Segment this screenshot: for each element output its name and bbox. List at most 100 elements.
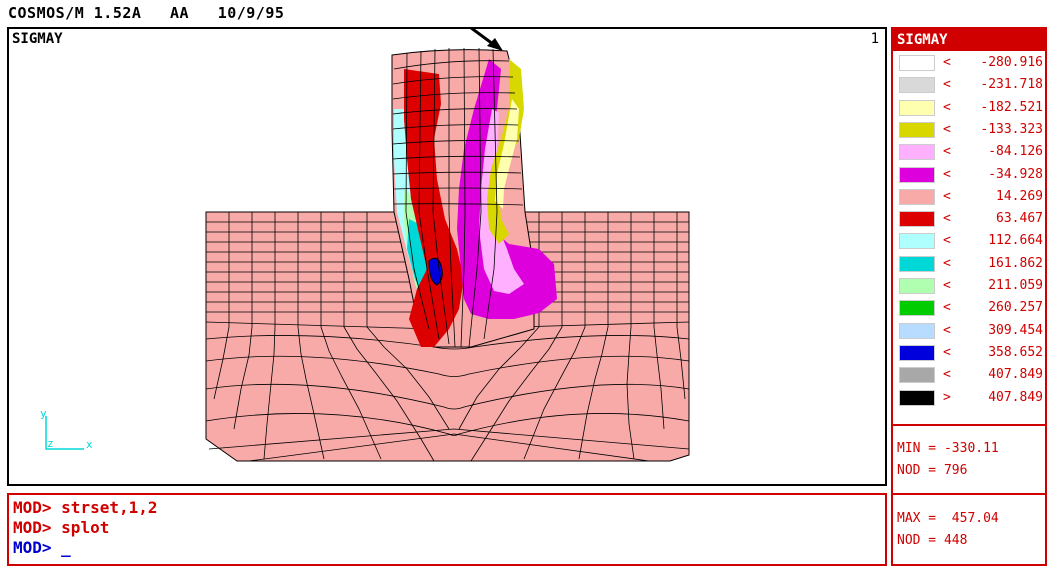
max-node: NOD = 448 xyxy=(897,533,968,548)
legend-comparator: < xyxy=(943,322,951,338)
console-active-prompt: MOD> xyxy=(13,538,52,557)
legend-entry: < -182.521 xyxy=(893,98,1045,120)
viewport-window-number: 1 xyxy=(870,31,879,47)
legend-comparator: < xyxy=(943,55,951,70)
stress-legend-panel: SIGMAY < -280.916 < -231.718 < -182.521 < -133.… xyxy=(891,27,1047,566)
legend-divider-1 xyxy=(893,424,1045,426)
legend-value: 358.652 xyxy=(988,344,1043,360)
app-version: COSMOS/M 1.52A xyxy=(8,4,142,22)
legend-value: 260.257 xyxy=(988,300,1043,316)
legend-comparator: < xyxy=(943,233,951,249)
legend-swatch xyxy=(899,188,935,205)
legend-entry: <309.454 xyxy=(893,321,1045,343)
legend-swatch xyxy=(899,166,935,183)
legend-value: -133.323 xyxy=(980,121,1043,137)
legend-value: 407.849 xyxy=(988,367,1043,383)
magenta-zone xyxy=(457,59,557,319)
legend-value: 14.269 xyxy=(996,188,1043,204)
legend-comparator: < xyxy=(943,121,951,137)
console-command: splot xyxy=(61,518,110,537)
legend-value: -280.916 xyxy=(980,55,1043,70)
console-line: MOD> splot xyxy=(13,518,109,537)
console-prompt: MOD> xyxy=(13,518,52,537)
legend-swatch xyxy=(899,389,935,406)
legend-entry: >407.849 xyxy=(893,388,1045,410)
light-yellow-zone xyxy=(495,99,519,209)
green-contour xyxy=(404,189,449,319)
min-value: MIN = -330.11 xyxy=(897,441,999,456)
legend-value: -182.521 xyxy=(980,99,1043,115)
legend-entry: <14.269 xyxy=(893,187,1045,209)
legend-swatch xyxy=(899,300,935,317)
legend-swatch xyxy=(899,144,935,161)
coordinate-triad xyxy=(45,416,84,450)
legend-comparator: < xyxy=(943,188,951,204)
stress-contour-plot[interactable]: y z x xyxy=(9,29,885,484)
console-command: strset,1,2 xyxy=(61,498,158,517)
command-console[interactable]: MOD> strset,1,2 MOD> splot MOD> _ xyxy=(7,493,887,566)
console-cursor[interactable]: _ xyxy=(61,538,71,557)
legend-comparator: < xyxy=(943,278,951,293)
legend-entry: <260.257 xyxy=(893,298,1045,320)
stress-concentration xyxy=(428,257,443,286)
legend-value: 161.862 xyxy=(988,255,1043,271)
user-initials: AA xyxy=(170,4,190,22)
legend-value: -231.718 xyxy=(980,77,1043,93)
legend-entry: < -34.928 xyxy=(893,165,1045,187)
legend-value: 309.454 xyxy=(988,322,1043,338)
legend-swatch xyxy=(899,255,935,272)
legend-entry: < -84.126 xyxy=(893,142,1045,164)
legend-comparator: < xyxy=(943,300,951,316)
neck-mesh xyxy=(391,47,557,348)
legend-comparator: < xyxy=(943,211,951,227)
legend-value: -84.126 xyxy=(988,144,1043,160)
legend-entry: <358.652 xyxy=(893,343,1045,365)
console-line: MOD> strset,1,2 xyxy=(13,498,158,517)
legend-swatch xyxy=(899,367,935,384)
legend-value: 63.467 xyxy=(996,211,1043,227)
legend-comparator: < xyxy=(943,166,951,182)
console-prompt: MOD> xyxy=(13,498,52,517)
legend-value: 112.664 xyxy=(988,233,1043,249)
legend-swatch xyxy=(899,77,935,94)
legend-swatch xyxy=(899,278,935,294)
viewport-plot-label: SIGMAY xyxy=(12,31,63,47)
legend-swatch xyxy=(899,211,935,228)
legend-entry: <211.059 xyxy=(893,276,1045,298)
legend-entry: <161.862 xyxy=(893,254,1045,276)
min-node: NOD = 796 xyxy=(897,463,968,478)
legend-comparator: < xyxy=(943,344,951,360)
axis-x-label: x xyxy=(86,438,93,451)
legend-entry: < -280.916 xyxy=(893,53,1045,75)
legend-comparator: < xyxy=(943,367,951,383)
legend-comparator: < xyxy=(943,77,951,93)
legend-entry: <63.467 xyxy=(893,209,1045,231)
graphics-viewport[interactable]: SIGMAY 1 xyxy=(7,27,887,486)
legend-entry: <112.664 xyxy=(893,231,1045,253)
legend-value: -34.928 xyxy=(988,166,1043,182)
legend-divider-2 xyxy=(893,493,1045,495)
legend-entry: < -231.718 xyxy=(893,75,1045,97)
legend-swatch xyxy=(899,322,935,339)
legend-swatch xyxy=(899,55,935,71)
legend-comparator: < xyxy=(943,255,951,271)
legend-comparator: > xyxy=(943,389,951,405)
axis-y-label: y xyxy=(40,407,47,420)
legend-swatch xyxy=(899,233,935,250)
legend-entry: <407.849 xyxy=(893,365,1045,387)
legend-value: 407.849 xyxy=(988,389,1043,405)
legend-comparator: < xyxy=(943,144,951,160)
app-header: COSMOS/M 1.52A AA 10/9/95 xyxy=(8,4,284,22)
annotation-arrow xyxy=(470,29,503,51)
legend-entry: < -133.323 xyxy=(893,120,1045,142)
legend-title: SIGMAY xyxy=(893,29,1045,51)
legend-value: 211.059 xyxy=(988,278,1043,293)
pink-zone xyxy=(479,109,524,294)
max-value: MAX = 457.04 xyxy=(897,511,999,526)
legend-swatch xyxy=(899,99,935,116)
legend-swatch xyxy=(899,121,935,138)
console-input-line[interactable]: MOD> _ xyxy=(13,538,71,557)
session-date: 10/9/95 xyxy=(217,4,285,22)
legend-comparator: < xyxy=(943,99,951,115)
red-zone-left xyxy=(404,69,464,347)
